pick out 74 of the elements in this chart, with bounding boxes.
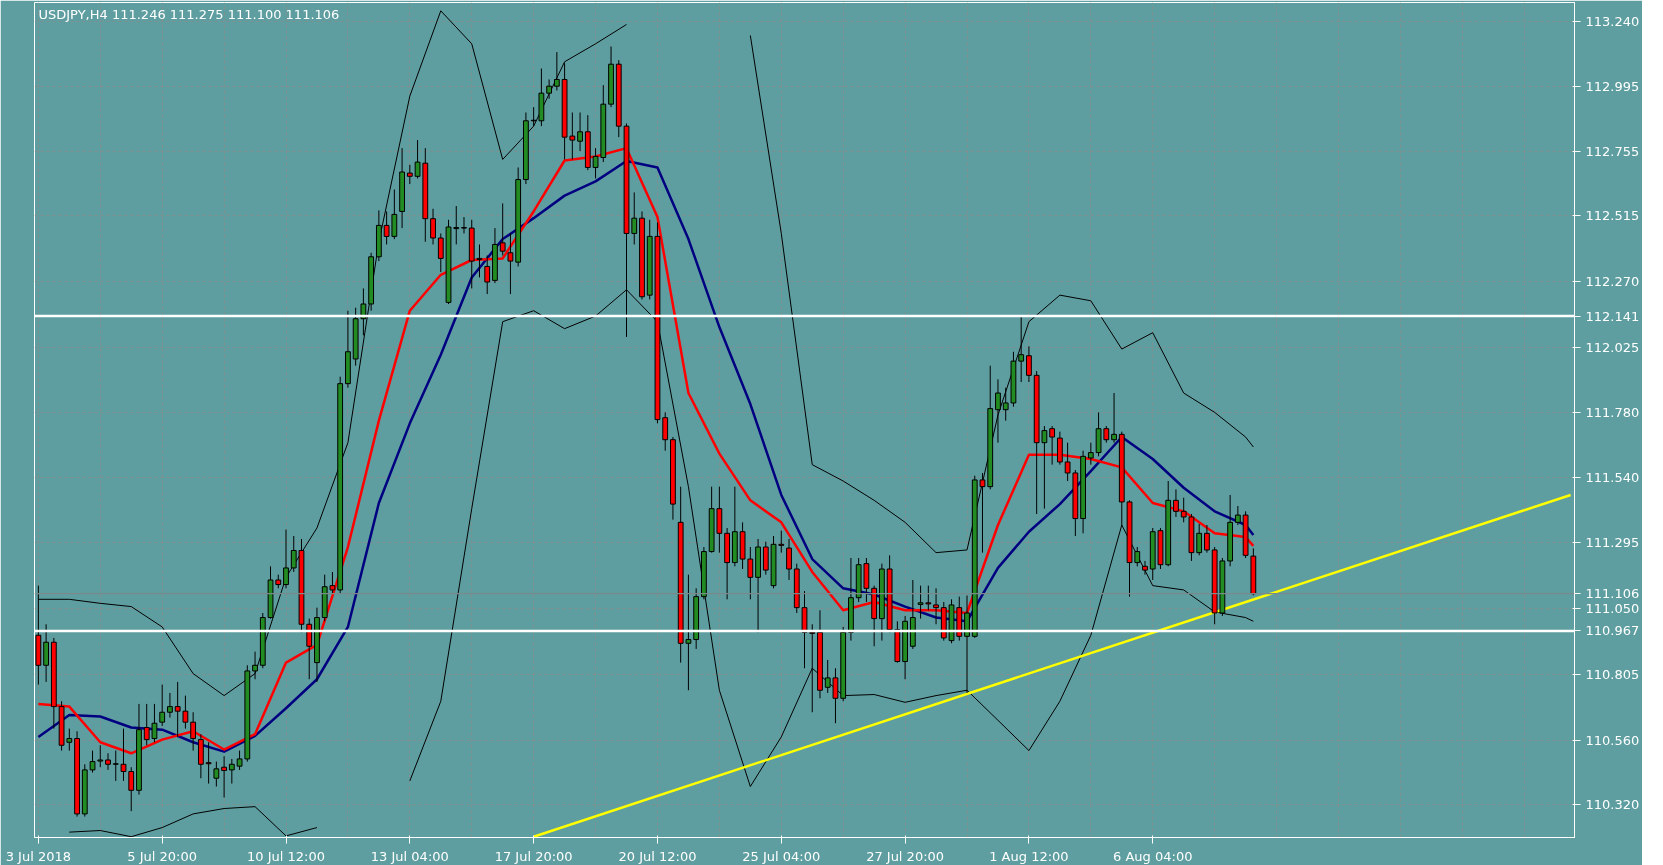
y-tick-label: 112.515 <box>1585 208 1640 224</box>
candlestick <box>159 684 166 727</box>
ref-line-label: 111.106 <box>1585 586 1640 602</box>
chart-title: USDJPY,H4 111.246 111.275 111.100 111.106 <box>38 6 340 22</box>
x-tick-label: 3 Jul 2018 <box>5 848 72 864</box>
y-tick-label: 112.270 <box>1585 273 1640 289</box>
candlestick <box>964 595 970 694</box>
candlestick <box>786 538 792 581</box>
x-tick-label: 27 Jul 20:00 <box>866 848 945 864</box>
candlestick <box>507 232 514 295</box>
candlestick <box>236 750 243 771</box>
candlestick <box>1196 523 1203 556</box>
candlestick <box>1002 387 1009 422</box>
candlestick <box>1234 505 1241 526</box>
y-tick-label: 111.540 <box>1585 469 1640 485</box>
candlestick <box>182 695 189 730</box>
candlestick <box>1087 442 1094 466</box>
candlestick <box>406 164 413 185</box>
y-tick-label: 112.755 <box>1585 143 1640 159</box>
candlestick <box>283 529 289 589</box>
candlestick <box>221 755 227 799</box>
candlestick <box>1111 392 1117 444</box>
y-tick-label: 110.320 <box>1585 797 1640 813</box>
candlestick <box>213 761 220 788</box>
candlestick <box>1064 442 1071 482</box>
candlestick <box>553 51 560 91</box>
y-tick-label: 112.995 <box>1585 79 1640 95</box>
y-tick-label: 112.025 <box>1585 339 1640 355</box>
candlestick <box>1049 425 1056 466</box>
candlestick <box>252 651 258 680</box>
candlestick <box>190 711 197 752</box>
candlestick <box>1142 560 1148 576</box>
candlestick <box>809 623 816 713</box>
candlestick <box>167 692 173 719</box>
candlestick <box>89 750 96 774</box>
candlestick <box>933 587 939 625</box>
x-tick-label: 25 Jul 04:00 <box>742 848 821 864</box>
y-tick-label: 110.805 <box>1585 666 1640 682</box>
candlestick <box>306 618 313 680</box>
candlestick <box>747 546 754 600</box>
ref-line-label: 110.967 <box>1585 623 1640 639</box>
candlestick <box>1026 345 1032 383</box>
candlestick <box>461 216 467 234</box>
x-tick-label: 20 Jul 12:00 <box>618 848 697 864</box>
candlestick <box>105 752 111 771</box>
y-tick-label: 111.295 <box>1585 535 1640 551</box>
candlestick <box>360 287 367 336</box>
candlestick <box>430 208 436 245</box>
line-series <box>68 806 318 838</box>
candlestick <box>995 378 1001 444</box>
candlestick <box>1204 524 1210 554</box>
y-tick-label: 111.050 <box>1585 601 1640 617</box>
candlestick <box>499 202 506 256</box>
candlestick <box>43 623 50 683</box>
x-tick-label: 1 Aug 12:00 <box>989 848 1069 864</box>
candlestick <box>577 111 583 152</box>
candlestick <box>484 254 491 295</box>
candlestick <box>97 744 104 768</box>
x-tick-label: 10 Jul 12:00 <box>247 848 325 864</box>
x-tick-label: 17 Jul 20:00 <box>494 848 573 864</box>
candlestick <box>546 78 553 100</box>
ref-line-label: 112.141 <box>1585 308 1640 324</box>
candlestick <box>1056 431 1063 466</box>
candlestick <box>228 758 235 785</box>
candlestick <box>174 681 181 738</box>
y-tick-label: 111.780 <box>1585 405 1640 421</box>
y-tick-label: 113.240 <box>1585 13 1640 29</box>
candlestick <box>1173 488 1179 518</box>
x-tick-label: 5 Jul 20:00 <box>127 848 198 864</box>
candlestick <box>1018 316 1025 383</box>
y-tick-label: 110.560 <box>1585 732 1640 748</box>
x-tick-label: 13 Jul 04:00 <box>370 848 449 864</box>
x-tick-label: 6 Aug 04:00 <box>1113 848 1193 864</box>
candlestick <box>1180 497 1187 523</box>
